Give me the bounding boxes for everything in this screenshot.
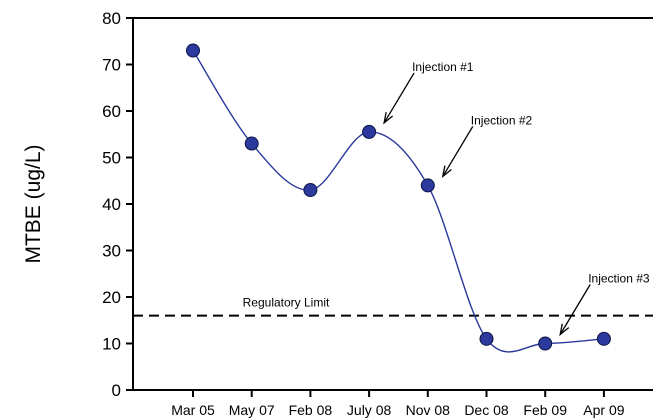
- y-tick-label: 70: [102, 56, 121, 75]
- data-point: [303, 183, 318, 198]
- data-point: [479, 331, 494, 346]
- annotation-arrowhead: [559, 323, 570, 337]
- data-point: [186, 43, 200, 58]
- y-tick-label: 40: [102, 195, 121, 214]
- y-tick-label: 20: [102, 288, 121, 307]
- y-ticks: 0 10 20 30 40 50 60 70 80: [102, 9, 133, 400]
- x-tick-label: Mar 05: [171, 402, 215, 418]
- annotation-arrow: [559, 284, 591, 335]
- data-point: [420, 178, 435, 193]
- y-tick-label: 50: [102, 149, 121, 168]
- x-tick-label: July 08: [347, 402, 392, 418]
- x-tick-label: May 07: [229, 402, 275, 418]
- data-point: [538, 336, 553, 351]
- y-tick-label: 10: [102, 335, 121, 354]
- y-tick-label: 0: [112, 381, 121, 400]
- data-point: [244, 136, 259, 151]
- annotations-group: Injection #1 Injection #2 Injection #3: [383, 60, 650, 337]
- axes: [132, 17, 653, 391]
- y-tick-label: 80: [102, 9, 121, 28]
- x-ticks: Mar 05 May 07 Feb 08 July 08 Nov 08 Dec 08 Feb…: [171, 390, 625, 418]
- x-tick-label: Feb 09: [523, 402, 567, 418]
- regulatory-limit-label: Regulatory Limit: [243, 296, 330, 310]
- annotation-arrow: [442, 126, 474, 177]
- y-axis-label: MTBE (ug/L): [22, 144, 45, 263]
- annotation-label: Injection #2: [471, 113, 533, 127]
- annotation-arrow: [383, 72, 415, 124]
- data-point: [362, 124, 377, 139]
- regulatory-limit-group: Regulatory Limit: [133, 296, 653, 317]
- x-tick-label: Feb 08: [289, 402, 333, 418]
- x-tick-label: Apr 09: [583, 402, 624, 418]
- series-group: [186, 43, 611, 353]
- x-tick-label: Dec 08: [464, 402, 509, 418]
- y-tick-label: 30: [102, 242, 121, 261]
- x-tick-label: Nov 08: [406, 402, 451, 418]
- annotation-label: Injection #3: [588, 272, 650, 286]
- data-point: [596, 331, 611, 346]
- annotation-arrowhead: [383, 112, 394, 125]
- y-tick-label: 60: [102, 102, 121, 121]
- annotation-arrowhead: [441, 165, 452, 179]
- annotation-label: Injection #1: [412, 60, 474, 74]
